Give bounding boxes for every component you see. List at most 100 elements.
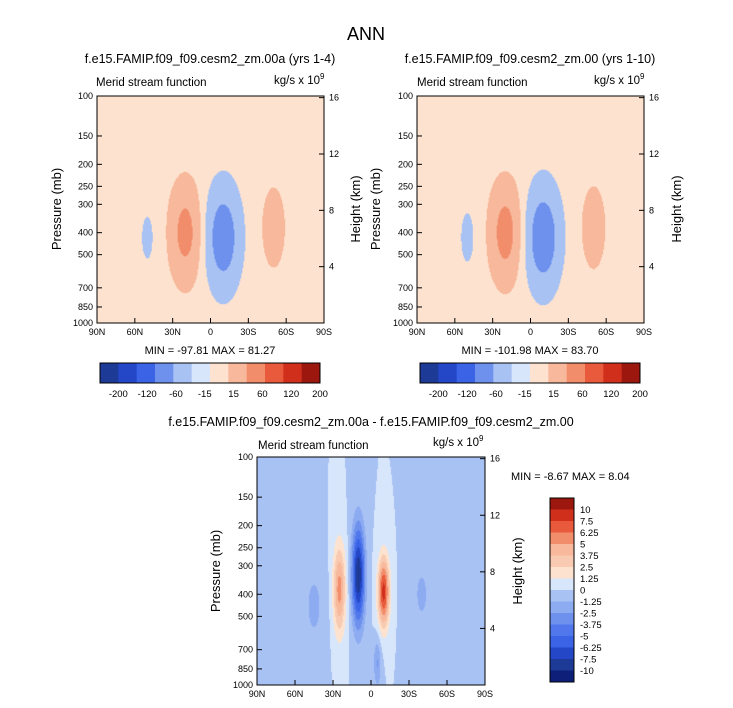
panel-1-height-tick-label: 16: [329, 93, 339, 103]
panel-3-ytick-label: 100: [238, 452, 253, 462]
panel-3-units: kg/s x 109: [433, 434, 484, 449]
colorbar-box: [550, 521, 574, 533]
panel-3-ytick-label: 300: [238, 561, 253, 571]
panel-1-contour-field: [97, 96, 324, 323]
colorbar-frame: [549, 497, 575, 683]
panel-3-xtick-label: 90N: [249, 689, 266, 699]
panel-3-colorbar-label: 2.5: [580, 563, 593, 574]
colorbar-box: [301, 363, 321, 383]
panel-3-colorbar-label: 7.5: [580, 517, 593, 528]
panel-3-units-exp: 9: [479, 434, 484, 443]
panel-2-xtick-label: 90N: [409, 327, 426, 337]
colorbar-box: [475, 363, 494, 383]
panel-2-height-tick-label: 12: [649, 149, 659, 159]
panel-2-ytick-label: 200: [398, 159, 413, 169]
panel-3-colorbar-label: -10: [580, 666, 594, 677]
colorbar-box: [100, 363, 119, 383]
panel-2-colorbar-label: 15: [548, 389, 559, 400]
panel-3-colorbar-label: -7.5: [580, 655, 596, 666]
panel-1-xtick-label: 90S: [316, 327, 332, 337]
colorbar-box: [550, 613, 574, 625]
panel-2-ytick-label: 850: [398, 302, 413, 312]
panel-2-colorbar-label: -200: [429, 389, 448, 400]
panel-2-title: f.e15.FAMIP.f09_f09.cesm2_zm.00 (yrs 1-1…: [405, 52, 656, 66]
panel-3-ytick-label: 250: [238, 543, 253, 553]
colorbar-box: [550, 578, 574, 591]
panel-1-stats: MIN = -97.81 MAX = 81.27: [145, 345, 276, 357]
panel-3-title: f.e15.FAMIP.f09_f09.cesm2_zm.00a - f.e15…: [168, 415, 573, 429]
colorbar-box: [550, 590, 574, 602]
colorbar-box: [550, 624, 574, 637]
colorbar-box: [493, 363, 513, 383]
colorbar-box: [550, 647, 574, 660]
panel-3-height-tick-label: 12: [490, 510, 500, 520]
colorbar-frame: [419, 362, 641, 384]
panel-3-ytick-label: 1000: [233, 680, 253, 690]
panel-1-xtick-label: 30N: [164, 327, 181, 337]
panel-3-units-base: kg/s x 10: [433, 437, 479, 449]
panel-3-colorbar-label: -1.25: [580, 597, 602, 608]
panel-1-colorbar: [99, 362, 321, 384]
panel-1-xtick-label: 60N: [127, 327, 144, 337]
panel-2-colorbar-label: -15: [518, 389, 532, 400]
panel-1-colorbar-label: -60: [169, 389, 183, 400]
panel-2-ylabel: Pressure (mb): [368, 168, 383, 250]
panel-2: f.e15.FAMIP.f09_f09.cesm2_zm.00 (yrs 1-1…: [368, 52, 684, 400]
panel-1-label-left: Merid stream function: [96, 77, 207, 89]
panel-2-colorbar-label: -60: [489, 389, 503, 400]
panel-2-xtick-label: 90S: [636, 327, 652, 337]
figure-title: ANN: [347, 24, 385, 44]
panel-3-colorbar-label: 3.75: [580, 551, 599, 562]
colorbar-box: [550, 659, 574, 671]
panel-2-ylabel-right: Height (km): [669, 175, 684, 242]
panel-1-colorbar-label: 60: [257, 389, 268, 400]
panel-1-colorbar-label: -200: [109, 389, 128, 400]
colorbar-box: [548, 363, 568, 383]
panel-1-xtick-label: 90N: [89, 327, 106, 337]
colorbar-box: [550, 532, 574, 545]
colorbar-box: [118, 363, 138, 383]
panel-1-ytick-label: 500: [78, 250, 93, 260]
panel-2-colorbar-label: -120: [458, 389, 477, 400]
panel-3-colorbar: [549, 497, 575, 683]
colorbar-box: [155, 363, 174, 383]
colorbar-box: [550, 498, 574, 510]
panel-3-tick-marks: [256, 456, 486, 686]
panel-3-xtick-label: 60S: [439, 689, 455, 699]
colorbar-frame: [99, 362, 321, 384]
colorbar-box: [566, 363, 586, 383]
panel-2-tick-marks: [416, 95, 645, 324]
colorbar-box: [550, 509, 574, 522]
panel-2-xtick-label: 30S: [560, 327, 576, 337]
panel-1-ylabel: Pressure (mb): [49, 168, 64, 250]
panel-3-ytick-label: 400: [238, 589, 253, 599]
panel-2-stats: MIN = -101.98 MAX = 83.70: [462, 345, 599, 357]
colorbar-box: [585, 363, 604, 383]
panel-1-ylabel-right: Height (km): [348, 175, 363, 242]
colorbar-box: [621, 363, 641, 383]
panel-2-ytick-label: 250: [398, 181, 413, 191]
panel-3-xtick-label: 60N: [287, 689, 304, 699]
panel-1-ytick-label: 100: [78, 91, 93, 101]
colorbar-box: [550, 670, 574, 683]
panel-2-colorbar-label: 200: [632, 389, 648, 400]
colorbar-box: [420, 363, 439, 383]
colorbar-box: [550, 636, 574, 648]
panel-3: f.e15.FAMIP.f09_f09.cesm2_zm.00a - f.e15…: [168, 415, 629, 699]
panel-1-tick-marks: [96, 95, 325, 324]
panel-3-ytick-label: 150: [238, 492, 253, 502]
panel-1-ytick-label: 300: [78, 199, 93, 209]
panel-3-colorbar-label: 10: [580, 505, 591, 516]
panel-2-ytick-label: 300: [398, 199, 413, 209]
panel-3-height-tick-label: 4: [490, 623, 495, 633]
colorbar-box: [228, 363, 248, 383]
panel-1-colorbar-label: -120: [138, 389, 157, 400]
panel-2-ytick-label: 150: [398, 131, 413, 141]
colorbar-box: [550, 567, 574, 579]
panel-1-height-tick-label: 12: [329, 149, 339, 159]
panel-3-xtick-label: 0: [368, 689, 373, 699]
panel-1: f.e15.FAMIP.f09_f09.cesm2_zm.00a (yrs 1-…: [49, 52, 363, 400]
panel-3-height-tick-label: 8: [490, 567, 495, 577]
panel-2-ytick-label: 100: [398, 91, 413, 101]
